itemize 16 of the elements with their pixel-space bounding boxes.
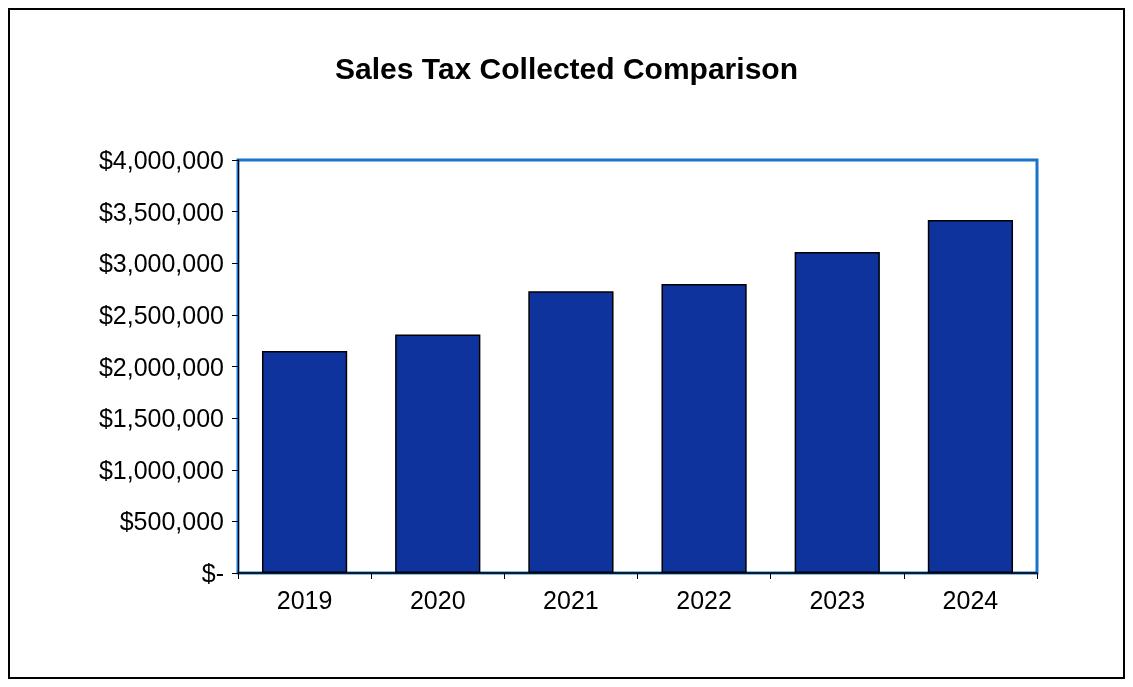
y-tick-label: $4,000,000 (98, 146, 224, 174)
x-tick-label: 2022 (676, 585, 732, 614)
y-tick-label: $3,000,000 (98, 249, 224, 278)
x-tick-label: 2019 (276, 585, 333, 614)
x-tick-label: 2020 (409, 585, 466, 614)
y-tick-label: $2,500,000 (98, 300, 224, 329)
y-tick-label: $- (201, 559, 224, 587)
x-tick-label: 2021 (543, 585, 599, 614)
y-tick-label: $2,000,000 (98, 352, 224, 381)
y-tick-label: $1,500,000 (98, 404, 224, 433)
x-tick-label: 2024 (942, 585, 999, 614)
chart-title: Sales Tax Collected Comparison (335, 51, 798, 85)
y-tick-label: $3,500,000 (98, 197, 224, 226)
y-tick-label: $500,000 (119, 507, 224, 536)
y-tick-label: $1,000,000 (98, 455, 224, 484)
x-tick-label: 2023 (809, 585, 866, 614)
